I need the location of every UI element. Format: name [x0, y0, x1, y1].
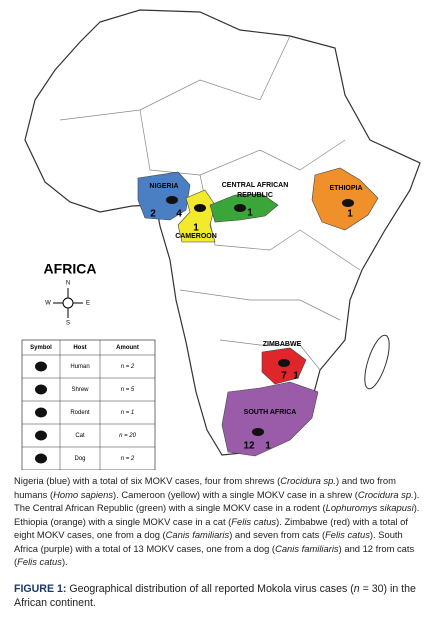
- legend-header: Symbol: [30, 345, 52, 351]
- country-region: [311, 167, 379, 231]
- compass-n: N: [66, 281, 70, 287]
- host-icon: [166, 196, 178, 204]
- caption-segment: ). South Africa (purple) with a total of…: [14, 529, 403, 554]
- legend-amount: n = 2: [121, 456, 135, 462]
- case-count: 7: [281, 371, 287, 382]
- caption-segment: ).: [61, 556, 68, 567]
- case-count: 2: [150, 209, 156, 220]
- compass-s: S: [66, 321, 70, 327]
- legend-host: Shrew: [71, 387, 89, 393]
- country-region: [137, 171, 191, 221]
- caption-segment: ). The Central African Republic (green) …: [14, 488, 420, 514]
- caption-segment: Canis familiaris: [165, 529, 230, 540]
- caption-segment: n: [353, 583, 360, 595]
- legend-amount: n = 5: [121, 387, 135, 393]
- legend-amount: n = 1: [121, 410, 135, 416]
- case-count: 1: [293, 371, 299, 382]
- legend-header: Amount: [116, 345, 139, 351]
- case-count: 1: [247, 208, 253, 219]
- country-region: [221, 381, 319, 457]
- caption-segment: = 30) in the African continent.: [14, 583, 416, 609]
- country-label: ETHIOPIA: [329, 185, 362, 192]
- host-icon: [278, 359, 290, 367]
- country-label: ZIMBABWE: [263, 341, 302, 348]
- legend-header: Host: [73, 345, 86, 351]
- caption-segment: ) and 12 from cats (: [14, 542, 415, 568]
- compass-w: W: [45, 301, 51, 307]
- caption-segment: Crocidura sp.: [357, 488, 414, 500]
- caption-segment: Felis catus: [231, 515, 277, 527]
- legend-host: Dog: [74, 456, 85, 462]
- legend-symbol: [35, 453, 47, 464]
- caption-segment: Homo sapiens: [53, 488, 114, 500]
- country-label-line: REPUBLIC: [237, 192, 273, 199]
- caption-segment: Felis catus: [325, 529, 370, 540]
- country-label: CAMEROON: [175, 233, 217, 240]
- caption-segment: Felis catus: [17, 556, 62, 567]
- caption-segment: Nigeria (blue) with a total of six MOKV …: [14, 475, 281, 486]
- figure-caption: FIGURE 1: Geographical distribution of a…: [14, 582, 424, 610]
- host-icon: [194, 204, 206, 212]
- legend-host: Cat: [75, 433, 85, 439]
- map-title: AFRICA: [44, 261, 97, 277]
- country-label: NIGERIA: [149, 183, 178, 190]
- caption-segment: ) and two from humans (: [14, 475, 396, 500]
- map-caption: Nigeria (blue) with a total of six MOKV …: [14, 474, 424, 569]
- caption-segment: Lophuromys sikapusi: [325, 502, 414, 513]
- legend-box: [21, 339, 156, 470]
- caption-segment: ). Ethiopia (orange) with a single MOKV …: [14, 502, 420, 527]
- country-label: CENTRAL AFRICAN: [222, 182, 289, 189]
- legend-host: Rodent: [70, 410, 90, 416]
- caption-segment: ). Cameroon (yellow) with a single MOKV …: [113, 488, 358, 500]
- country-region: [177, 189, 216, 243]
- case-count: 1: [193, 223, 199, 234]
- legend-amount: n = 20: [119, 433, 137, 439]
- caption-segment: ) and seven from cats (: [229, 529, 326, 540]
- country-label: SOUTH AFRICA: [244, 409, 297, 416]
- case-count: 1: [347, 209, 353, 220]
- host-icon: [342, 199, 354, 207]
- host-icon: [234, 204, 246, 212]
- case-count: 12: [243, 441, 255, 452]
- figure-label: FIGURE 1:: [14, 583, 67, 595]
- legend-symbol: [35, 361, 47, 372]
- case-count: 1: [265, 441, 271, 452]
- legend-host: Human: [70, 364, 89, 370]
- caption-segment: ). Zimbabwe (red) with a total of eight …: [14, 515, 408, 541]
- host-icon: [252, 428, 264, 436]
- caption-segment: Geographical distribution of all reporte…: [66, 583, 354, 595]
- legend-amount: n = 2: [121, 364, 135, 370]
- case-count: 4: [176, 209, 182, 220]
- legend-symbol: [35, 407, 47, 418]
- compass-e: E: [86, 301, 90, 307]
- legend-symbol: [35, 384, 47, 395]
- caption-segment: Canis familiaris: [275, 542, 339, 554]
- caption-segment: Crocidura sp.: [280, 475, 336, 486]
- madagascar: [364, 334, 390, 390]
- compass: N S E W: [45, 281, 90, 327]
- legend-symbol: [35, 430, 47, 441]
